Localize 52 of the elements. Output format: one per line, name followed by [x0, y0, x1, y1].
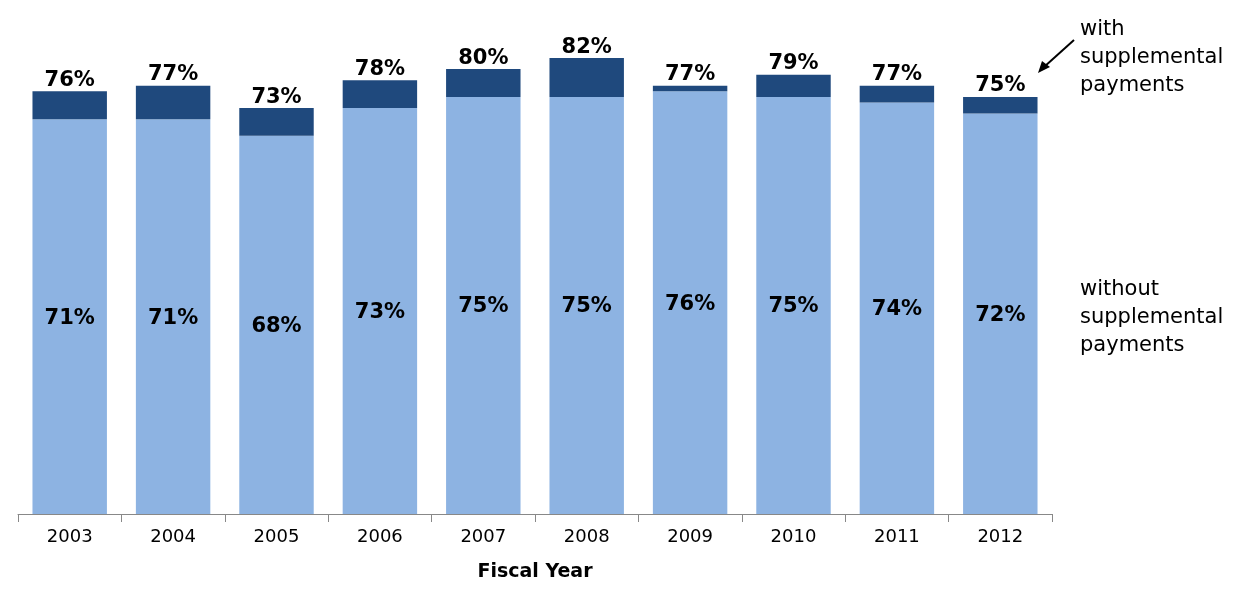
x-tick-label: 2012 [977, 524, 1024, 546]
x-tick-label: 2005 [253, 524, 300, 546]
x-tick-label: 2004 [150, 524, 197, 546]
bar [135, 119, 211, 514]
data-label: 68% [251, 312, 302, 337]
x-tick-label: 2003 [46, 524, 93, 546]
data-label: 73% [354, 299, 406, 324]
bar [756, 96, 831, 514]
total-label: 76% [44, 66, 95, 91]
bar [859, 85, 935, 103]
total-label: 82% [561, 33, 612, 58]
text: without supplemental payments [1080, 275, 1224, 356]
data-label: 75% [768, 293, 819, 318]
x-tick-label: 2010 [770, 524, 817, 546]
bar [446, 69, 521, 97]
bar [963, 96, 1038, 114]
x-tick-label: 2009 [667, 524, 714, 546]
x-tick-label: 2007 [460, 524, 507, 546]
data-label: 74% [871, 296, 923, 321]
x-tick-label: 2011 [873, 524, 920, 546]
x-axis-title: Fiscal Year [477, 558, 594, 581]
bar [135, 85, 211, 120]
x-tick-label: 2006 [356, 524, 403, 546]
bar [342, 108, 418, 514]
bar [652, 91, 728, 514]
total-label: 77% [871, 61, 923, 86]
bar [32, 91, 107, 120]
total-label: 77% [147, 61, 199, 86]
total-label: 80% [458, 44, 509, 69]
data-label: 75% [458, 293, 509, 318]
bar [859, 102, 935, 514]
bar [756, 74, 831, 97]
data-label: 75% [561, 293, 612, 318]
bar [32, 119, 107, 514]
data-label: 71% [147, 304, 199, 329]
bar [239, 135, 314, 514]
data-label: 76% [664, 290, 716, 315]
total-label: 78% [354, 55, 406, 80]
bar [239, 108, 314, 136]
bar [549, 58, 624, 97]
bar [342, 80, 418, 109]
total-label: 77% [664, 61, 716, 86]
data-label: 71% [44, 304, 95, 329]
total-label: 75% [975, 72, 1026, 97]
total-label: 79% [768, 50, 819, 75]
total-label: 73% [251, 83, 302, 108]
text: with supplemental payments [1080, 16, 1224, 96]
bar [963, 113, 1038, 514]
bar [446, 96, 521, 514]
x-tick-label: 2008 [563, 524, 610, 546]
bar [549, 96, 624, 514]
data-label: 72% [975, 301, 1026, 326]
